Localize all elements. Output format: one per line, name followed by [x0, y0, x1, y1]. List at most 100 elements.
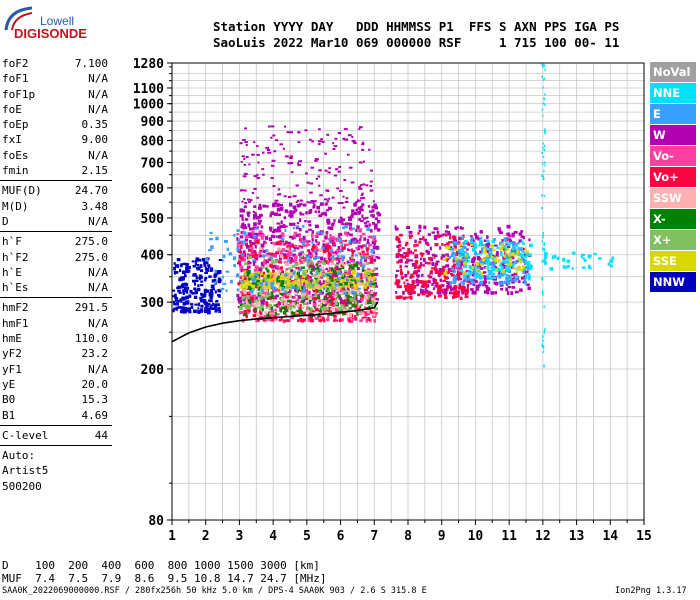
- echo-point: [253, 299, 257, 304]
- echo-point: [501, 239, 504, 242]
- echo-point: [306, 201, 310, 204]
- echo-point: [517, 266, 521, 270]
- echo-point: [255, 318, 259, 323]
- echo-point: [260, 261, 264, 266]
- param-name: MUF(D): [2, 184, 42, 198]
- echo-point: [238, 297, 242, 302]
- echo-point: [300, 260, 304, 264]
- echo-point: [316, 266, 320, 270]
- echo-point: [289, 245, 294, 248]
- echo-point: [253, 217, 256, 220]
- echo-point: [272, 269, 275, 274]
- echo-point: [348, 290, 352, 294]
- echo-point: [247, 214, 250, 217]
- echo-point: [291, 296, 295, 299]
- echo-point: [268, 125, 271, 128]
- echo-point: [347, 298, 351, 302]
- echo-point: [500, 273, 504, 277]
- echo-point: [512, 266, 517, 270]
- echo-point: [236, 229, 240, 232]
- echo-point: [192, 273, 196, 277]
- echo-point: [305, 291, 310, 295]
- echo-point: [402, 290, 405, 295]
- echo-point: [311, 265, 315, 269]
- param-row: hmF1 N/A: [0, 316, 112, 331]
- echo-point: [308, 290, 311, 295]
- echo-point: [199, 298, 204, 303]
- echo-point: [488, 281, 491, 285]
- param-row: D N/A: [0, 214, 112, 229]
- echo-point: [463, 279, 466, 282]
- echo-point: [283, 256, 287, 260]
- echo-point: [508, 238, 512, 243]
- echo-point: [280, 220, 283, 224]
- echo-point: [301, 241, 305, 245]
- echo-point: [325, 256, 328, 261]
- echo-point: [289, 157, 293, 159]
- echo-point: [331, 223, 335, 227]
- echo-point: [526, 253, 530, 257]
- echo-point: [452, 235, 456, 240]
- echo-point: [232, 256, 237, 261]
- echo-point: [520, 240, 524, 243]
- echo-point: [318, 289, 323, 293]
- echo-point: [248, 235, 253, 238]
- echo-point: [312, 201, 315, 204]
- echo-point: [365, 248, 369, 252]
- echo-point: [276, 275, 280, 279]
- echo-point: [472, 281, 476, 285]
- echo-point: [542, 86, 545, 89]
- x-tick-label: 1: [168, 529, 176, 544]
- echo-point: [354, 261, 359, 264]
- echo-point: [417, 269, 421, 273]
- echo-point: [352, 262, 356, 266]
- echo-point: [315, 263, 319, 266]
- echo-point: [541, 152, 543, 155]
- echo-point: [356, 291, 360, 295]
- param-value: 110.0: [74, 332, 108, 346]
- echo-point: [480, 267, 484, 270]
- echo-point: [346, 279, 350, 282]
- echo-point: [367, 238, 370, 243]
- echo-point: [318, 214, 323, 217]
- param-name: D: [2, 214, 9, 228]
- echo-point: [172, 309, 175, 313]
- echo-point: [236, 293, 240, 298]
- echo-point: [336, 270, 341, 274]
- echo-point: [353, 237, 357, 242]
- echo-point: [208, 299, 211, 302]
- echo-point: [322, 280, 325, 284]
- param-row: h`Es N/A: [0, 280, 112, 295]
- echo-point: [501, 269, 505, 273]
- echo-point: [330, 287, 333, 290]
- echo-point: [251, 235, 255, 239]
- param-value: 275.0: [74, 235, 108, 249]
- echo-point: [287, 196, 292, 198]
- echo-point: [331, 239, 335, 243]
- echo-point: [412, 251, 415, 255]
- echo-point: [332, 236, 335, 240]
- echo-point: [338, 256, 342, 260]
- echo-point: [582, 257, 585, 260]
- echo-point: [348, 275, 351, 278]
- echo-point: [311, 230, 314, 234]
- echo-point: [320, 303, 325, 307]
- echo-point: [396, 261, 399, 264]
- echo-point: [490, 256, 494, 259]
- echo-point: [344, 225, 348, 229]
- echo-point: [470, 235, 473, 238]
- echo-point: [305, 281, 308, 285]
- echo-point: [443, 291, 447, 295]
- echo-point: [327, 262, 330, 265]
- echo-point: [298, 227, 302, 232]
- echo-point: [345, 239, 348, 242]
- echo-point: [324, 203, 327, 206]
- echo-point: [465, 288, 469, 292]
- y-tick-label: 900: [141, 115, 165, 130]
- echo-point: [319, 291, 322, 295]
- echo-point: [437, 291, 442, 295]
- echo-point: [507, 286, 512, 289]
- echo-point: [350, 181, 355, 184]
- echo-point: [307, 255, 310, 259]
- echo-point: [444, 296, 448, 299]
